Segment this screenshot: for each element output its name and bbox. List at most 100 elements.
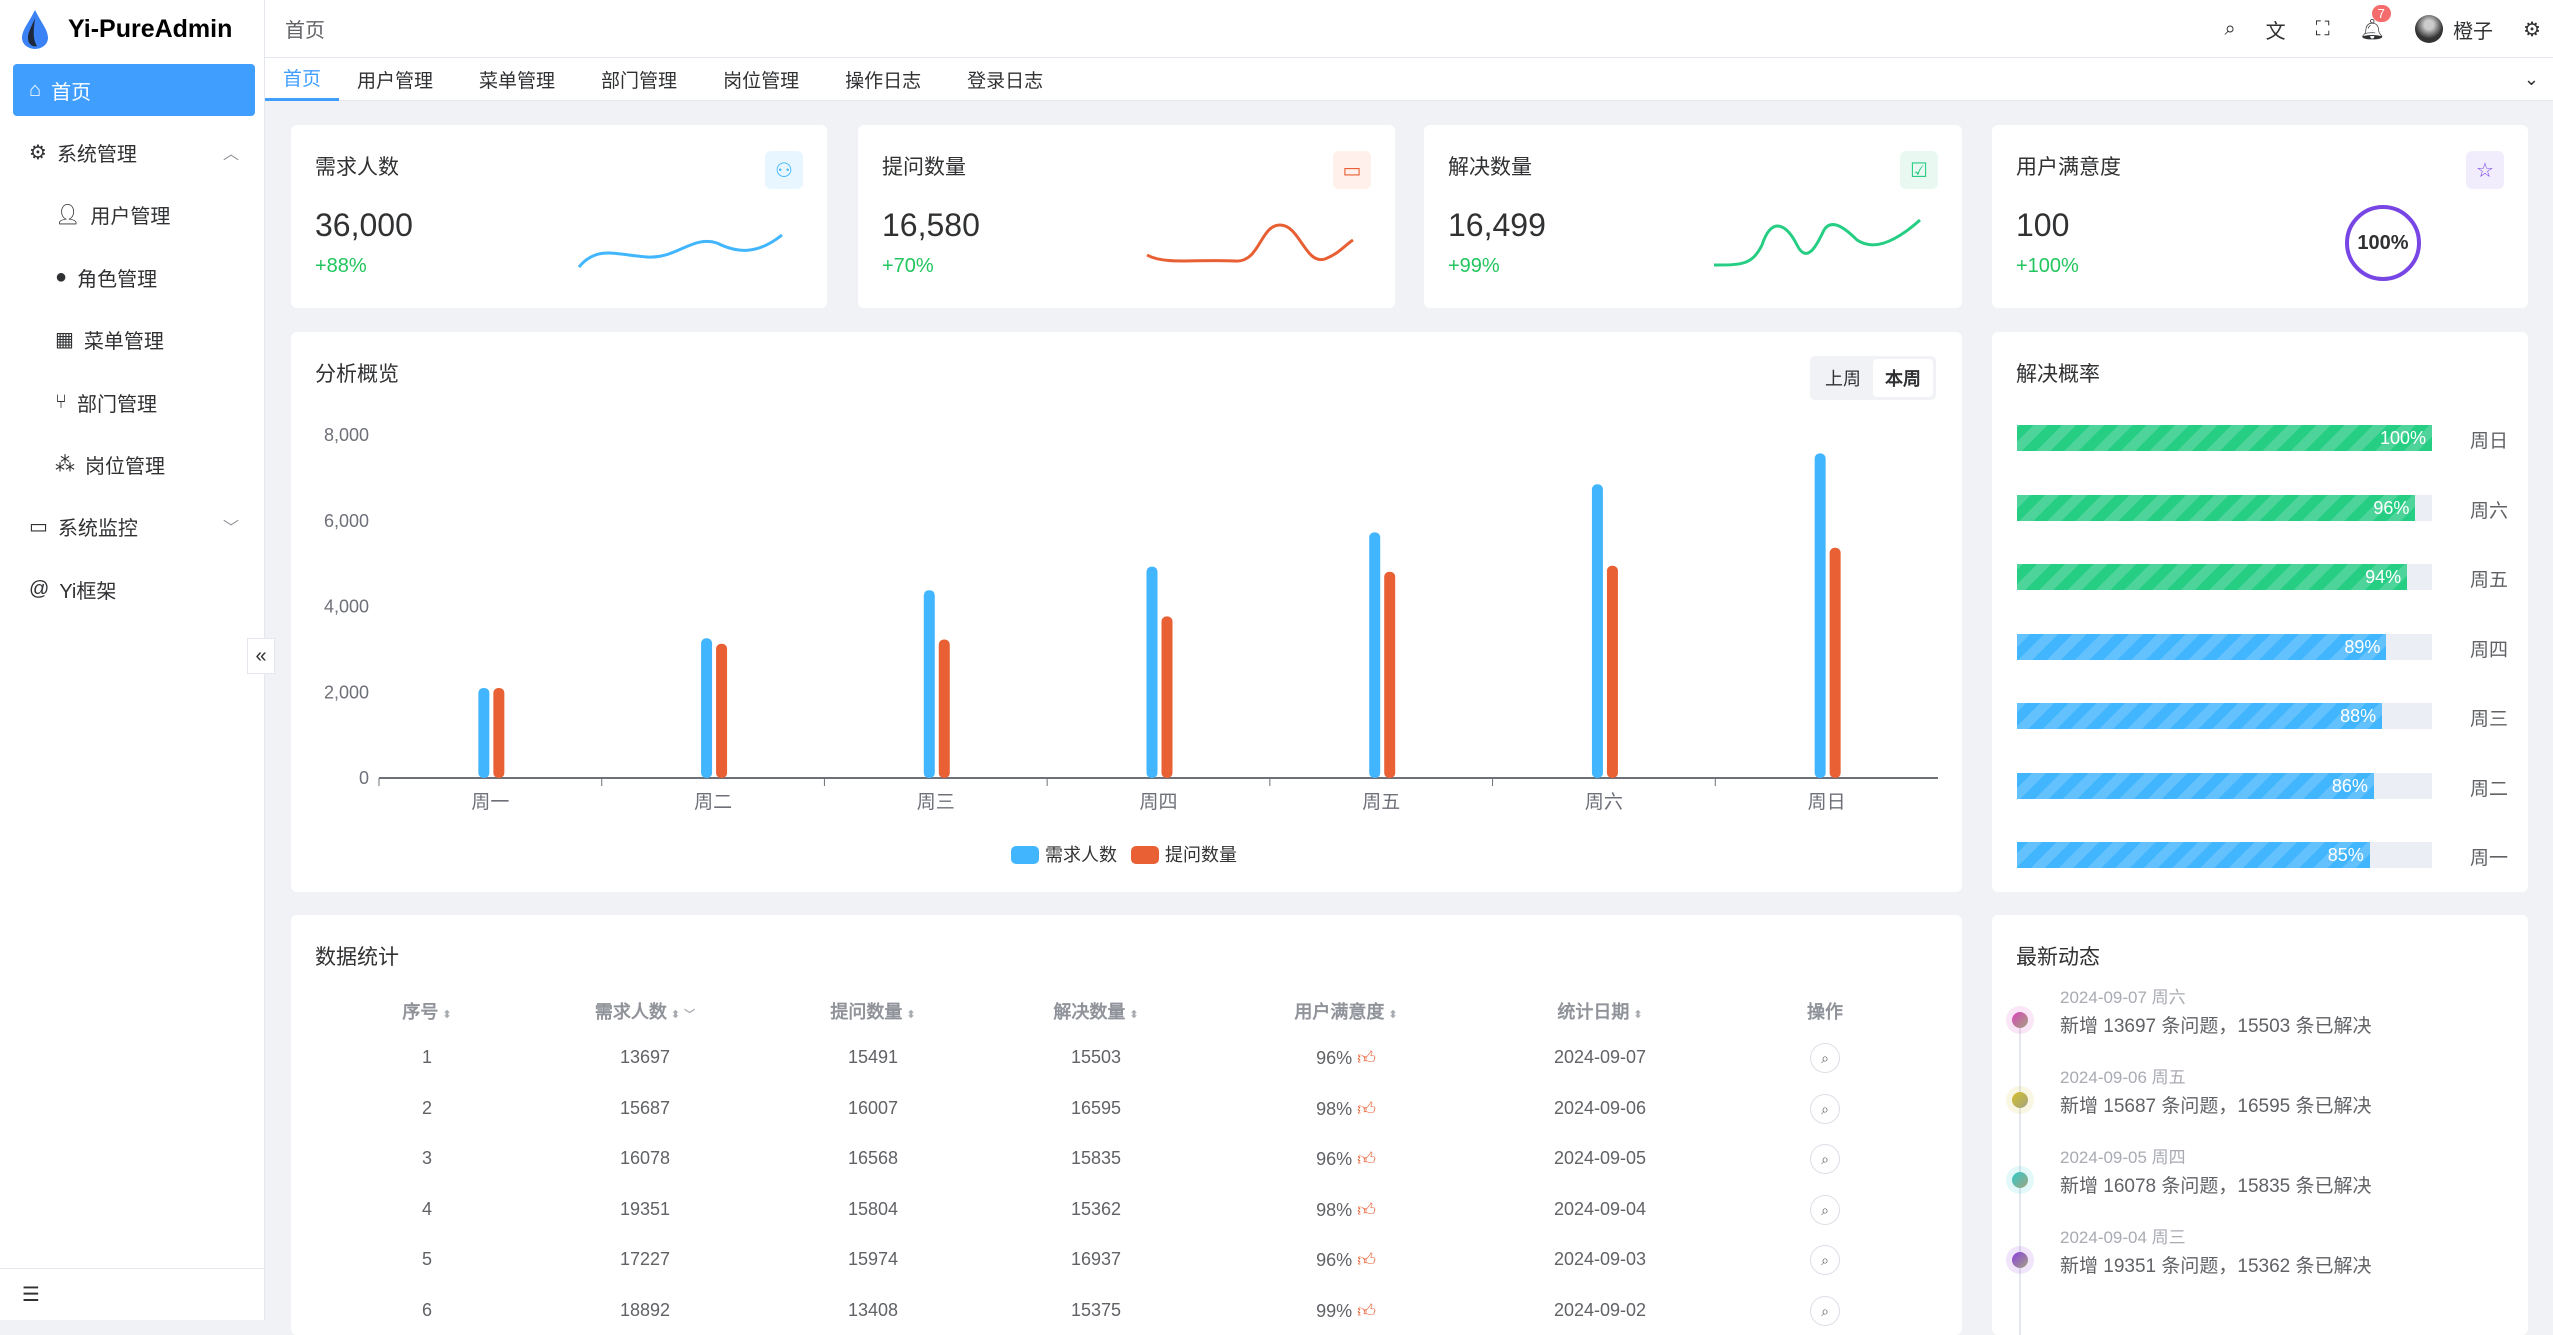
progress-day-label: 周六 bbox=[2470, 500, 2509, 522]
bar-demand bbox=[478, 687, 490, 778]
table-cell: 17227 bbox=[619, 1249, 671, 1270]
search-icon[interactable]: ⌕ bbox=[2224, 17, 2236, 40]
tab-loginlog[interactable]: 登录日志 bbox=[967, 70, 1044, 92]
chevron-down-icon: ﹀ bbox=[222, 520, 239, 537]
view-details-search-icon[interactable]: ⌕ bbox=[1810, 1093, 1840, 1124]
view-details-search-icon[interactable]: ⌕ bbox=[1810, 1144, 1840, 1175]
table-cell: 15362 bbox=[1070, 1198, 1122, 1219]
progress-fill: 86% bbox=[2017, 772, 2374, 799]
at-icon: @ bbox=[29, 577, 50, 600]
table-cell: 4 bbox=[421, 1198, 433, 1219]
sort-icon[interactable]: ⬍ bbox=[1129, 1009, 1139, 1021]
progress-fill: 89% bbox=[2017, 633, 2387, 660]
sort-icon[interactable]: ⬍ bbox=[906, 1009, 916, 1021]
timeline-dot bbox=[2012, 1012, 2028, 1028]
column-header[interactable]: 解决数量 ⬍ bbox=[1053, 1002, 1139, 1022]
progress-bar: 88% bbox=[2017, 703, 2432, 729]
table-cell: 15491 bbox=[847, 1047, 899, 1067]
table-cell: 6 bbox=[421, 1300, 433, 1320]
star-icon: ☆ bbox=[2466, 151, 2504, 189]
breadcrumb[interactable]: 首页 bbox=[285, 20, 325, 42]
overview-title: 分析概览 bbox=[315, 363, 399, 386]
table-row-action: ⌕ bbox=[1810, 1144, 1840, 1175]
column-header[interactable]: 序号 ⬍ bbox=[402, 1002, 452, 1022]
this-week-button[interactable]: 本周 bbox=[1873, 359, 1933, 397]
column-header[interactable]: 用户满意度 ⬍ bbox=[1294, 1002, 1398, 1022]
view-details-search-icon[interactable]: ⌕ bbox=[1810, 1194, 1840, 1225]
table-cell: 16078 bbox=[619, 1148, 671, 1169]
table-cell: 2024-09-06 bbox=[1553, 1097, 1647, 1118]
app-title: Yi-PureAdmin bbox=[68, 14, 233, 43]
sidebar-collapse-toggle[interactable]: ☰ bbox=[0, 1268, 265, 1320]
stat-title: 需求人数 bbox=[315, 156, 399, 179]
sidebar-item-menus[interactable]: ▦ 菜单管理 bbox=[55, 328, 164, 353]
sort-icon[interactable]: ⬍ bbox=[670, 1009, 681, 1021]
settings-gear-icon[interactable]: ⚙ bbox=[2523, 18, 2541, 41]
timeline-dot bbox=[2012, 1172, 2028, 1188]
stat-card-questions: 提问数量 ▭ 16,580 +70% bbox=[858, 125, 1395, 308]
view-details-search-icon[interactable]: ⌕ bbox=[1810, 1043, 1840, 1073]
table-cell: 15375 bbox=[1070, 1300, 1122, 1320]
notification-button[interactable]: 🔔︎ 7 bbox=[2360, 4, 2391, 42]
fullscreen-icon[interactable]: ⛶ bbox=[2315, 17, 2330, 40]
sidebar-item-monitor[interactable]: ▭ 系统监控 ﹀ bbox=[29, 515, 239, 540]
bar-demand bbox=[1814, 453, 1826, 778]
logo-drop-icon bbox=[22, 10, 48, 49]
sidebar-item-posts[interactable]: ⁂ 岗位管理 bbox=[55, 453, 165, 478]
column-header[interactable]: 需求人数 ⬍ ﹀ bbox=[594, 1002, 696, 1022]
sidebar-item-yi[interactable]: @ Yi框架 bbox=[29, 577, 117, 603]
user-menu[interactable]: 橙子 bbox=[2415, 15, 2493, 44]
tab-posts[interactable]: 岗位管理 bbox=[723, 70, 800, 92]
collapse-sidebar-button[interactable]: « bbox=[247, 638, 275, 674]
logo[interactable]: Yi-PureAdmin bbox=[0, 0, 264, 58]
bar-questions bbox=[1161, 616, 1173, 778]
table-cell: 15687 bbox=[619, 1097, 671, 1118]
translate-icon[interactable]: 文 bbox=[2265, 20, 2286, 43]
avatar bbox=[2415, 15, 2444, 43]
thumbs-up-icon: 👍︎ bbox=[1357, 1149, 1376, 1170]
last-week-button[interactable]: 上周 bbox=[1825, 369, 1861, 389]
week-toggle: 上周 本周 bbox=[1810, 356, 1936, 400]
table-cell: 1 bbox=[421, 1047, 433, 1067]
tab-depts[interactable]: 部门管理 bbox=[601, 70, 678, 92]
column-header[interactable]: 提问数量 ⬍ bbox=[830, 1002, 916, 1022]
tab-menus[interactable]: 菜单管理 bbox=[479, 70, 556, 92]
sidebar-item-home[interactable]: ⌂ 首页 bbox=[13, 64, 255, 116]
tabs-more-chevron-icon[interactable]: ⌄ bbox=[2523, 68, 2539, 89]
table-cell: 2024-09-03 bbox=[1553, 1249, 1647, 1270]
sort-icon[interactable]: ⬍ bbox=[1388, 1009, 1398, 1021]
legend-swatch bbox=[1011, 846, 1039, 864]
filter-chevron-icon[interactable]: ﹀ bbox=[684, 1009, 696, 1021]
rate-title: 解决概率 bbox=[2016, 363, 2100, 386]
table-row-action: ⌕ bbox=[1810, 1043, 1840, 1073]
stat-change: +70% bbox=[882, 255, 934, 277]
thumbs-up-icon: 👍︎ bbox=[1357, 1048, 1376, 1068]
sidebar-item-users[interactable]: 👤︎ 用户管理 bbox=[55, 203, 171, 228]
table-cell: 3 bbox=[421, 1148, 433, 1169]
sort-icon[interactable]: ⬍ bbox=[442, 1009, 452, 1021]
sidebar-item-roles[interactable]: ● 角色管理 bbox=[55, 265, 158, 291]
progress-fill: 100% bbox=[2017, 425, 2432, 451]
gear-icon: ⚙ bbox=[29, 141, 47, 164]
sidebar-item-depts[interactable]: ⑂ 部门管理 bbox=[55, 390, 157, 416]
y-tick-label: 4,000 bbox=[324, 597, 369, 617]
column-header[interactable]: 统计日期 ⬍ bbox=[1557, 1002, 1643, 1022]
thumbs-up-icon: 👍︎ bbox=[1357, 1301, 1376, 1321]
thumbs-up-icon: 👍︎ bbox=[1357, 1199, 1376, 1220]
tab-users[interactable]: 用户管理 bbox=[357, 70, 434, 92]
table-row-action: ⌕ bbox=[1810, 1194, 1840, 1225]
stat-title: 用户满意度 bbox=[2016, 156, 2121, 179]
table-cell: 2024-09-04 bbox=[1553, 1198, 1647, 1219]
tab-oplog[interactable]: 操作日志 bbox=[845, 70, 922, 92]
sidebar-item-system[interactable]: ⚙ 系统管理 ︿ bbox=[29, 141, 239, 166]
view-details-search-icon[interactable]: ⌕ bbox=[1810, 1245, 1840, 1276]
view-details-search-icon[interactable]: ⌕ bbox=[1810, 1296, 1840, 1326]
sort-icon[interactable]: ⬍ bbox=[1633, 1009, 1643, 1021]
home-icon: ⌂ bbox=[29, 78, 42, 101]
bar-questions bbox=[938, 639, 950, 778]
sparkline bbox=[577, 233, 783, 268]
double-chevron-left-icon: « bbox=[255, 644, 267, 667]
table-cell: 96% 👍︎ bbox=[1316, 1048, 1376, 1068]
tab-home[interactable]: 首页 bbox=[265, 58, 340, 101]
